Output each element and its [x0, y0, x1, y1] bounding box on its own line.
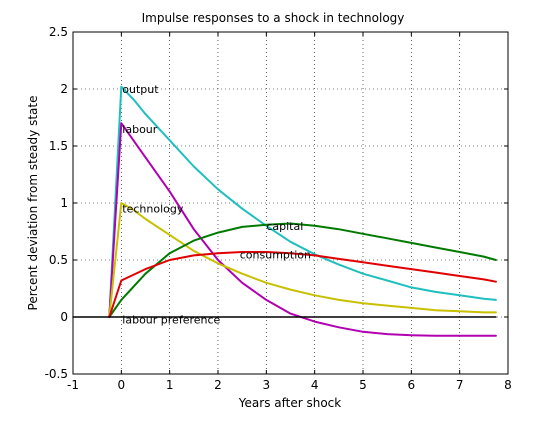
y-tick-label: 1 [60, 196, 68, 210]
chart-title: Impulse responses to a shock in technolo… [142, 11, 405, 25]
x-tick-label: 2 [214, 378, 222, 392]
x-tick-label: 1 [166, 378, 174, 392]
series-labels: output labour technology capital consumption… [122, 83, 311, 326]
series-line-labour [108, 122, 497, 337]
y-tick-label: 1.5 [49, 139, 68, 153]
x-tick-label: 7 [456, 378, 464, 392]
x-tick-label: 8 [504, 378, 512, 392]
x-tick-label: 4 [311, 378, 319, 392]
x-tick-label: -1 [67, 378, 79, 392]
x-tick-label: 5 [359, 378, 367, 392]
y-tick-label: 0 [60, 310, 68, 324]
series-label-capital: capital [266, 220, 303, 233]
x-tick-label: 6 [408, 378, 416, 392]
y-tick-label: 0.5 [49, 253, 68, 267]
x-tick-label: 0 [118, 378, 126, 392]
y-tick-label: 2.5 [49, 25, 68, 39]
series-line-consumption [108, 251, 497, 318]
series-label-labour: labour [122, 123, 157, 136]
series-layer [72, 85, 497, 337]
series-label-labour-preference: labour preference [122, 313, 220, 326]
series-line-output [108, 85, 497, 318]
series-line-capital [108, 222, 497, 318]
series-line-technology [108, 202, 497, 318]
series-label-output: output [122, 83, 159, 96]
axis-ticks: -1 0 1 2 3 4 5 6 7 8 -0.5 0 0.5 1 1.5 2 2.5 [45, 25, 512, 392]
y-axis-label: Percent deviation from steady state [26, 96, 40, 311]
y-tick-label: -0.5 [45, 367, 68, 381]
series-label-consumption: consumption [240, 248, 311, 261]
x-tick-label: 3 [263, 378, 271, 392]
x-axis-label: Years after shock [238, 396, 341, 410]
series-label-technology: technology [122, 203, 184, 216]
y-tick-label: 2 [60, 82, 68, 96]
